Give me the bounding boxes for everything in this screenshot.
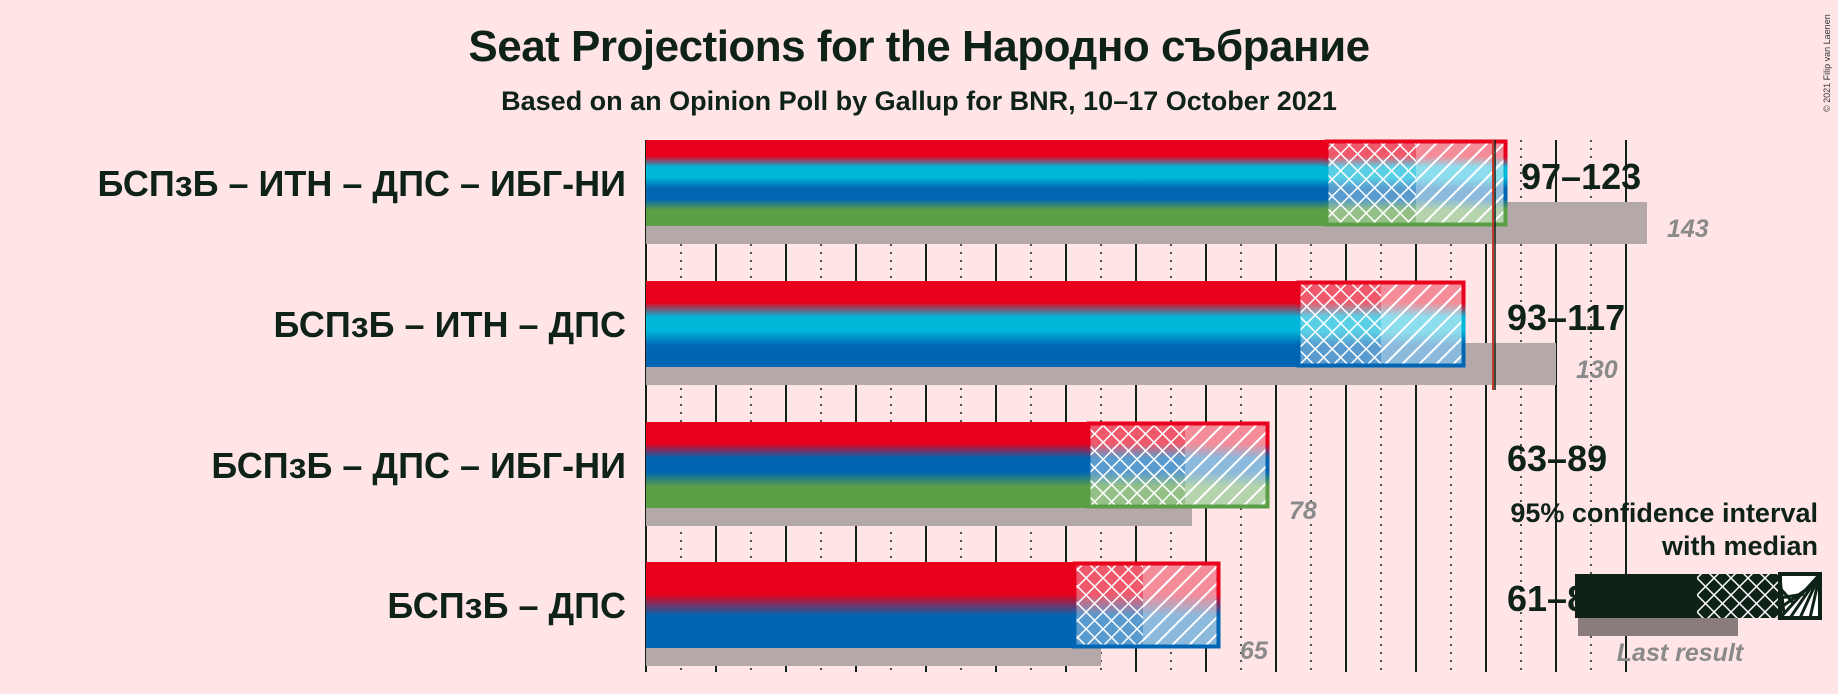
ci-outline <box>1072 561 1221 649</box>
range-label: 93–117 <box>1507 297 1625 338</box>
range-label: 63–89 <box>1507 438 1607 479</box>
last-result-label: 130 <box>1576 356 1618 384</box>
chart-title: Seat Projections for the Народно събрани… <box>468 22 1370 71</box>
last-result-label: 143 <box>1667 215 1709 243</box>
ci-upper-hatch <box>1416 140 1507 226</box>
legend-last-result-label: Last result <box>1616 639 1744 667</box>
category-label: БСПзБ – ДПС – ИБГ-НИ <box>211 445 626 486</box>
ci-lower-hatch <box>1297 281 1381 367</box>
ci-lower-hatch <box>1073 562 1143 648</box>
ci-upper-hatch <box>1381 281 1465 367</box>
ci-upper-hatch <box>1143 562 1220 648</box>
category-label: БСПзБ – ИТН – ДПС – ИБГ-НИ <box>97 163 626 204</box>
projection-bar <box>646 562 1073 648</box>
projection-bar <box>646 422 1087 508</box>
ci-lower-hatch <box>1325 140 1416 226</box>
ci-lower-hatch <box>1087 422 1185 508</box>
ci-upper-hatch <box>1185 422 1269 508</box>
last-result-label: 65 <box>1240 637 1269 665</box>
legend-title: 95% confidence interval with median <box>1510 498 1818 561</box>
projection-bar <box>646 140 1325 226</box>
legend-cross-hatch <box>1697 574 1780 618</box>
category-label: БСПзБ – ДПС <box>387 585 626 626</box>
last-result-label: 78 <box>1289 497 1317 525</box>
legend-diag-hatch <box>1778 572 1822 620</box>
ci-outline <box>1086 421 1270 509</box>
range-label: 97–123 <box>1521 156 1641 197</box>
projection-bar <box>646 281 1297 367</box>
category-label: БСПзБ – ИТН – ДПС <box>274 304 626 345</box>
chart-subtitle: Based on an Opinion Poll by Gallup for B… <box>501 86 1337 116</box>
